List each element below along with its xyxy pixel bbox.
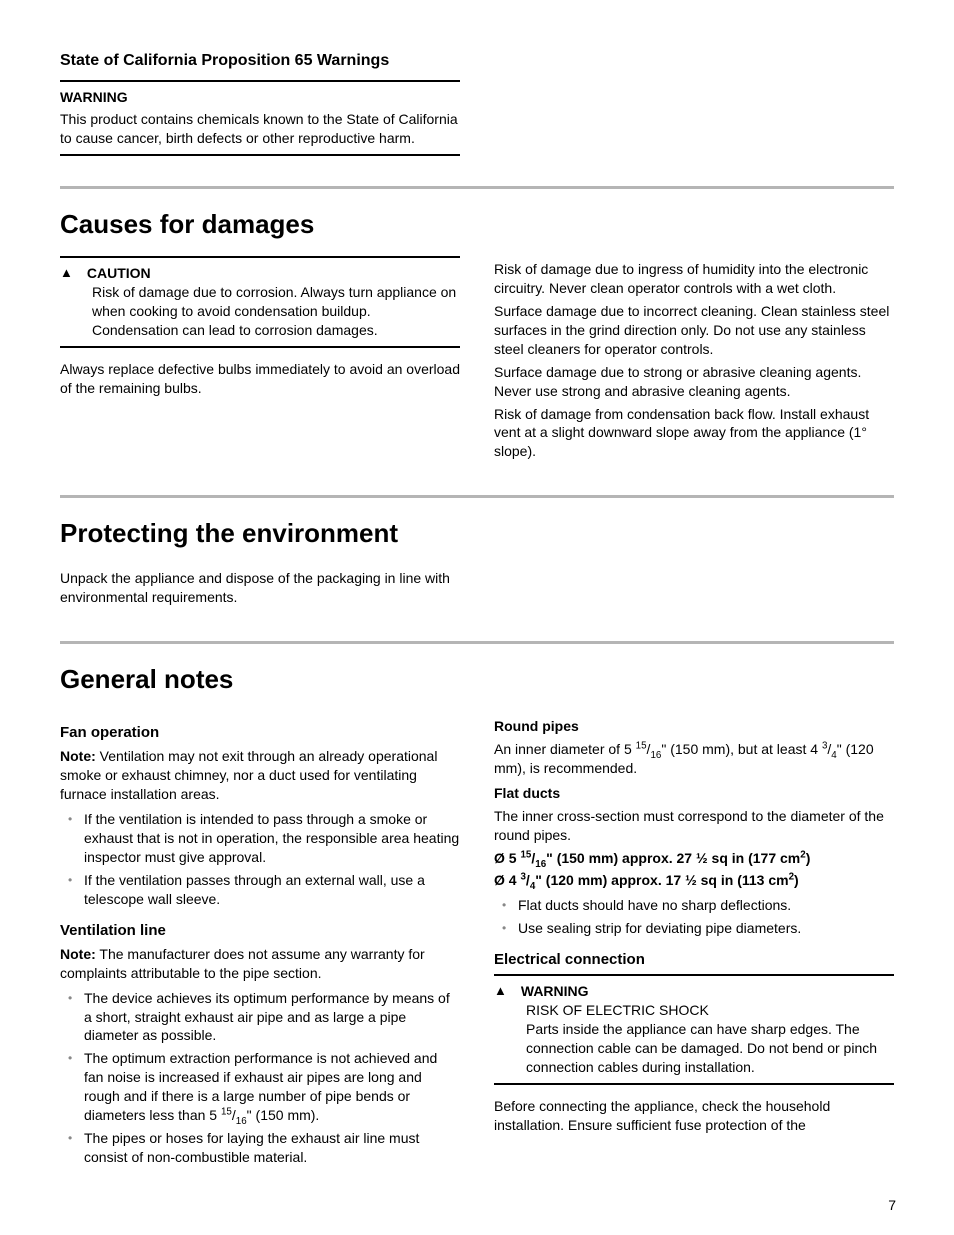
divider [60, 154, 460, 156]
list-item: The device achieves its optimum performa… [74, 989, 460, 1046]
section-divider [60, 186, 894, 189]
note-label: Note: [60, 946, 96, 962]
general-right-col: Round pipes An inner diameter of 5 15/16… [494, 711, 894, 1172]
env-right-col [494, 565, 894, 611]
vent-note: Note: The manufacturer does not assume a… [60, 945, 460, 983]
flat-bullets: Flat ducts should have no sharp deflecti… [494, 896, 894, 938]
warning-label-row: ▲ WARNING [494, 982, 894, 1001]
causes-para3: Surface damage due to strong or abrasive… [494, 363, 894, 401]
fan-heading: Fan operation [60, 723, 460, 743]
caution-label: CAUTION [87, 264, 151, 283]
flat-heading: Flat ducts [494, 784, 894, 803]
env-heading: Protecting the environment [60, 516, 894, 551]
warning-label: WARNING [521, 982, 589, 1001]
caution-label-row: ▲ CAUTION [60, 264, 460, 283]
causes-right-col: Risk of damage due to ingress of humidit… [494, 256, 894, 465]
warning-triangle-icon: ▲ [494, 982, 507, 1000]
causes-heading: Causes for damages [60, 207, 894, 242]
list-item: If the ventilation passes through an ext… [74, 871, 460, 909]
round-text: An inner diameter of 5 15/16" (150 mm), … [494, 740, 894, 778]
list-item: The optimum extraction performance is no… [74, 1049, 460, 1125]
list-item: If the ventilation is intended to pass t… [74, 810, 460, 867]
prop65-section: State of California Proposition 65 Warni… [60, 50, 460, 156]
causes-para1: Risk of damage due to ingress of humidit… [494, 260, 894, 298]
list-item: Flat ducts should have no sharp deflecti… [508, 896, 894, 915]
env-left-col: Unpack the appliance and dispose of the … [60, 565, 460, 611]
fan-note-text: Ventilation may not exit through an alre… [60, 748, 437, 802]
warning-label: WARNING [60, 88, 460, 107]
round-heading: Round pipes [494, 717, 894, 736]
general-columns: Fan operation Note: Ventilation may not … [60, 711, 894, 1172]
flat-spec1: Ø 5 15/16" (150 mm) approx. 27 ½ sq in (… [494, 849, 894, 868]
prop65-text: This product contains chemicals known to… [60, 110, 460, 148]
causes-left-col: ▲ CAUTION Risk of damage due to corrosio… [60, 256, 460, 465]
elec-warning-text: Parts inside the appliance can have shar… [526, 1020, 894, 1077]
general-heading: General notes [60, 662, 894, 697]
causes-columns: ▲ CAUTION Risk of damage due to corrosio… [60, 256, 894, 465]
caution-box: ▲ CAUTION Risk of damage due to corrosio… [60, 256, 460, 348]
vent-note-text: The manufacturer does not assume any war… [60, 946, 425, 981]
elec-warning-box: ▲ WARNING RISK OF ELECTRIC SHOCK Parts i… [494, 974, 894, 1084]
fan-bullets: If the ventilation is intended to pass t… [60, 810, 460, 908]
note-label: Note: [60, 748, 96, 764]
causes-left-para: Always replace defective bulbs immediate… [60, 360, 460, 398]
page-number: 7 [888, 1196, 896, 1215]
fan-note: Note: Ventilation may not exit through a… [60, 747, 460, 804]
causes-para2: Surface damage due to incorrect cleaning… [494, 302, 894, 359]
env-text: Unpack the appliance and dispose of the … [60, 569, 460, 607]
flat-spec2: Ø 4 3/4" (120 mm) approx. 17 ½ sq in (11… [494, 871, 894, 890]
section-divider [60, 495, 894, 498]
elec-after: Before connecting the appliance, check t… [494, 1097, 894, 1135]
prop65-heading: State of California Proposition 65 Warni… [60, 50, 460, 72]
vent-heading: Ventilation line [60, 921, 460, 941]
flat-text: The inner cross-section must correspond … [494, 807, 894, 845]
general-left-col: Fan operation Note: Ventilation may not … [60, 711, 460, 1172]
env-columns: Unpack the appliance and dispose of the … [60, 565, 894, 611]
causes-para4: Risk of damage from condensation back fl… [494, 405, 894, 462]
list-item: Use sealing strip for deviating pipe dia… [508, 919, 894, 938]
caution-body: Risk of damage due to corrosion. Always … [60, 283, 460, 340]
vent-bullets: The device achieves its optimum performa… [60, 989, 460, 1167]
elec-risk: RISK OF ELECTRIC SHOCK [526, 1001, 894, 1020]
elec-warning-body: RISK OF ELECTRIC SHOCK Parts inside the … [494, 1001, 894, 1077]
divider [60, 80, 460, 82]
elec-heading: Electrical connection [494, 950, 894, 970]
list-item: The pipes or hoses for laying the exhaus… [74, 1129, 460, 1167]
section-divider [60, 641, 894, 644]
warning-triangle-icon: ▲ [60, 264, 73, 282]
